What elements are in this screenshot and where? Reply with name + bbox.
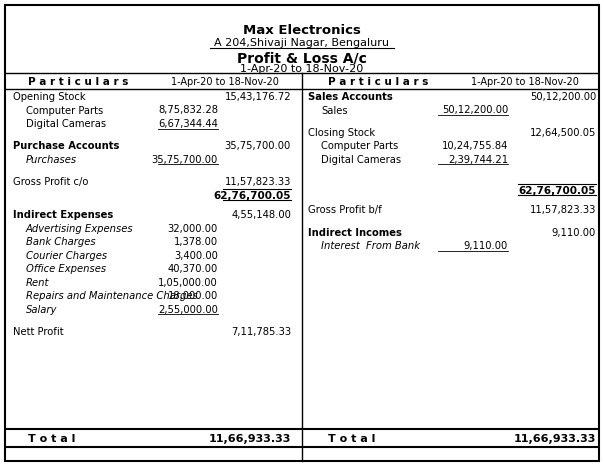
Text: Indirect Incomes: Indirect Incomes [308,227,402,238]
Text: 9,110.00: 9,110.00 [551,227,596,238]
Text: Digital Cameras: Digital Cameras [26,119,106,129]
Text: Computer Parts: Computer Parts [26,105,103,116]
Text: 11,57,823.33: 11,57,823.33 [530,206,596,215]
Text: T o t a l: T o t a l [328,434,375,444]
Text: Opening Stock: Opening Stock [13,92,86,102]
Text: P a r t i c u l a r s: P a r t i c u l a r s [28,77,129,87]
Text: Computer Parts: Computer Parts [321,141,398,151]
Text: 11,66,933.33: 11,66,933.33 [513,434,596,444]
Text: Courier Charges: Courier Charges [26,251,107,260]
Text: 32,000.00: 32,000.00 [168,224,218,233]
Text: 11,57,823.33: 11,57,823.33 [225,177,291,187]
Text: Salary: Salary [26,305,57,315]
Text: 10,24,755.84: 10,24,755.84 [442,141,508,151]
Text: 1,05,000.00: 1,05,000.00 [158,278,218,288]
Text: 50,12,200.00: 50,12,200.00 [442,105,508,116]
Text: Purchase Accounts: Purchase Accounts [13,141,120,151]
Text: 2,39,744.21: 2,39,744.21 [448,155,508,165]
Text: P a r t i c u l a r s: P a r t i c u l a r s [328,77,428,87]
Text: A 204,Shivaji Nagar, Bengaluru: A 204,Shivaji Nagar, Bengaluru [214,38,390,48]
Text: 6,67,344.44: 6,67,344.44 [158,119,218,129]
Text: Rent: Rent [26,278,50,288]
Text: 35,75,700.00: 35,75,700.00 [225,141,291,151]
Text: 35,75,700.00: 35,75,700.00 [152,155,218,165]
Text: Repairs and Maintenance Charges: Repairs and Maintenance Charges [26,291,198,301]
Text: Gross Profit b/f: Gross Profit b/f [308,206,382,215]
Text: 62,76,700.05: 62,76,700.05 [213,191,291,200]
Text: Sales Accounts: Sales Accounts [308,92,393,102]
Text: Profit & Loss A/c: Profit & Loss A/c [237,51,367,65]
Text: 40,370.00: 40,370.00 [168,264,218,274]
Text: 7,11,785.33: 7,11,785.33 [231,327,291,337]
Text: 2,55,000.00: 2,55,000.00 [158,305,218,315]
Text: 18,000.00: 18,000.00 [168,291,218,301]
Text: 1,378.00: 1,378.00 [174,237,218,247]
Text: Max Electronics: Max Electronics [243,24,361,37]
Text: 3,400.00: 3,400.00 [174,251,218,260]
Text: Nett Profit: Nett Profit [13,327,63,337]
Text: 4,55,148.00: 4,55,148.00 [231,210,291,220]
Text: Sales: Sales [321,105,348,116]
Text: 9,110.00: 9,110.00 [464,241,508,251]
Text: Advertising Expenses: Advertising Expenses [26,224,133,233]
Text: T o t a l: T o t a l [28,434,76,444]
Text: Office Expenses: Office Expenses [26,264,106,274]
Text: 1-Apr-20 to 18-Nov-20: 1-Apr-20 to 18-Nov-20 [171,77,279,87]
Text: 15,43,176.72: 15,43,176.72 [224,92,291,102]
Text: Digital Cameras: Digital Cameras [321,155,401,165]
Text: Closing Stock: Closing Stock [308,128,375,138]
Text: 50,12,200.00: 50,12,200.00 [530,92,596,102]
Text: 12,64,500.05: 12,64,500.05 [530,128,596,138]
Text: 8,75,832.28: 8,75,832.28 [158,105,218,116]
FancyBboxPatch shape [5,5,599,461]
Text: Purchases: Purchases [26,155,77,165]
Text: Interest  From Bank: Interest From Bank [321,241,420,251]
Text: Bank Charges: Bank Charges [26,237,95,247]
Text: Gross Profit c/o: Gross Profit c/o [13,177,88,187]
Text: Indirect Expenses: Indirect Expenses [13,210,114,220]
Text: 62,76,700.05: 62,76,700.05 [518,186,596,196]
Text: 1-Apr-20 to 18-Nov-20: 1-Apr-20 to 18-Nov-20 [471,77,579,87]
Text: 1-Apr-20 to 18-Nov-20: 1-Apr-20 to 18-Nov-20 [240,64,364,74]
Text: 11,66,933.33: 11,66,933.33 [208,434,291,444]
